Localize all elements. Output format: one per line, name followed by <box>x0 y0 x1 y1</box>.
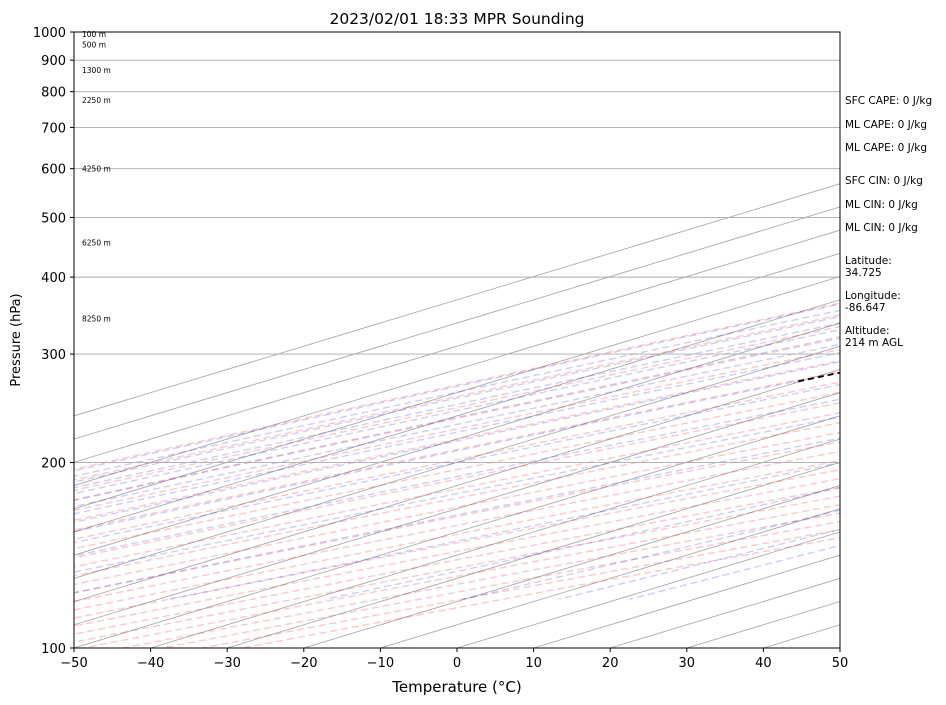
x-tick-label: −10 <box>367 656 394 671</box>
stats-text: -86.647 <box>845 302 886 314</box>
isotherm-line <box>74 392 840 626</box>
isotherm-line <box>303 485 840 648</box>
isotherm-line <box>74 229 840 463</box>
y-axis-ticks: 100 200 300 400 500 600 700 800 900 1000 <box>33 26 74 657</box>
dry-adiabat-line <box>74 348 840 512</box>
moist-adiabat-line <box>74 329 840 495</box>
x-tick-label: 50 <box>832 656 849 671</box>
isotherm-line <box>610 577 840 648</box>
moist-adiabat-line <box>74 383 840 544</box>
x-tick-label: −20 <box>290 656 317 671</box>
moist-adiabat-line <box>74 371 840 533</box>
x-tick-label: −30 <box>213 656 240 671</box>
x-tick-label: −50 <box>60 656 87 671</box>
x-tick-label: 0 <box>453 656 461 671</box>
stats-text: SFC CAPE: 0 J/kg <box>845 95 932 107</box>
moist-adiabat-line <box>74 309 840 477</box>
background-lines <box>74 19 946 648</box>
dry-adiabat-line <box>74 370 840 531</box>
moist-adiabat-line <box>74 437 840 594</box>
isotherm-line <box>74 276 840 510</box>
moist-adiabat-line <box>74 343 840 508</box>
isotherm-line <box>74 322 840 556</box>
stats-text: ML CAPE: 0 J/kg <box>845 119 927 131</box>
height-label: 100 m <box>82 30 106 39</box>
stats-text: ML CIN: 0 J/kg <box>845 222 918 234</box>
pressure-grid <box>74 32 840 648</box>
isotherm-line <box>74 345 840 579</box>
height-label: 8250 m <box>82 314 111 323</box>
y-tick-label: 1000 <box>33 26 66 41</box>
height-labels: 100 m 500 m 1300 m 2250 m 4250 m 6250 m 8250 m <box>82 30 111 323</box>
stats-text: ML CIN: 0 J/kg <box>845 199 918 211</box>
moist-adiabat-line <box>74 351 840 515</box>
y-tick-label: 700 <box>41 121 66 136</box>
y-axis-label: Pressure (hPa) <box>9 293 24 386</box>
x-tick-label: 10 <box>525 656 542 671</box>
height-label: 2250 m <box>82 96 111 105</box>
isotherm-line <box>74 252 840 486</box>
height-label: 1300 m <box>82 66 111 75</box>
dry-adiabat-line <box>74 337 840 502</box>
dry-adiabat-line <box>74 381 840 541</box>
y-tick-label: 900 <box>41 54 66 69</box>
x-tick-label: 40 <box>755 656 772 671</box>
isotherm-line <box>917 19 946 648</box>
stats-text: Latitude: <box>845 255 892 267</box>
height-label: 500 m <box>82 41 106 50</box>
dry-adiabat-line <box>74 302 840 471</box>
isotherm-line <box>456 531 840 648</box>
y-tick-label: 800 <box>41 86 66 101</box>
height-label: 4250 m <box>82 165 111 174</box>
y-tick-label: 300 <box>41 348 66 363</box>
isotherm-line <box>74 299 840 533</box>
stats-text: 34.725 <box>845 267 882 279</box>
y-tick-label: 400 <box>41 271 66 286</box>
stats-text: SFC CIN: 0 J/kg <box>845 175 923 187</box>
isotherm-line <box>74 415 840 648</box>
y-tick-label: 200 <box>41 457 66 472</box>
x-axis-label: Temperature (°C) <box>391 678 521 696</box>
moist-adiabat-line <box>74 398 840 557</box>
chart-title: 2023/02/01 18:33 MPR Sounding <box>329 10 584 28</box>
moist-adiabat-line <box>74 416 840 573</box>
isotherm-line <box>150 438 840 648</box>
y-tick-label: 500 <box>41 211 66 226</box>
moist-adiabat-line <box>74 336 840 501</box>
moist-adiabat-line <box>463 509 840 600</box>
moist-adiabat-line <box>74 322 840 489</box>
y-tick-label: 600 <box>41 163 66 178</box>
x-tick-label: 20 <box>602 656 619 671</box>
y-tick-label: 100 <box>41 642 66 657</box>
dry-adiabat-line <box>83 504 840 648</box>
isotherm-line <box>380 508 840 648</box>
isotherm-line <box>227 461 840 648</box>
isotherm-line <box>74 183 840 417</box>
isotherm-line <box>74 368 840 603</box>
stats-text: ML CAPE: 0 J/kg <box>845 142 927 154</box>
moist-adiabat-line <box>74 315 840 483</box>
dry-adiabat-line <box>162 520 840 648</box>
moist-adiabat-line <box>74 361 840 523</box>
x-tick-label: −40 <box>137 656 164 671</box>
stats-text: 214 m AGL <box>845 337 903 349</box>
x-axis-ticks: −50 −40 −30 −20 −10 0 10 20 30 40 50 <box>60 648 848 671</box>
height-label: 6250 m <box>82 239 111 248</box>
isotherm-line <box>74 206 840 440</box>
stats-text: Longitude: <box>845 290 901 302</box>
isotherm-line <box>686 601 840 648</box>
stats-text: Altitude: <box>845 325 890 337</box>
moist-adiabat-line <box>74 303 840 472</box>
moist-adiabat-line <box>559 528 840 600</box>
x-tick-label: 30 <box>679 656 696 671</box>
stats-panel: SFC CAPE: 0 J/kg ML CAPE: 0 J/kg ML CAPE: … <box>845 95 932 349</box>
